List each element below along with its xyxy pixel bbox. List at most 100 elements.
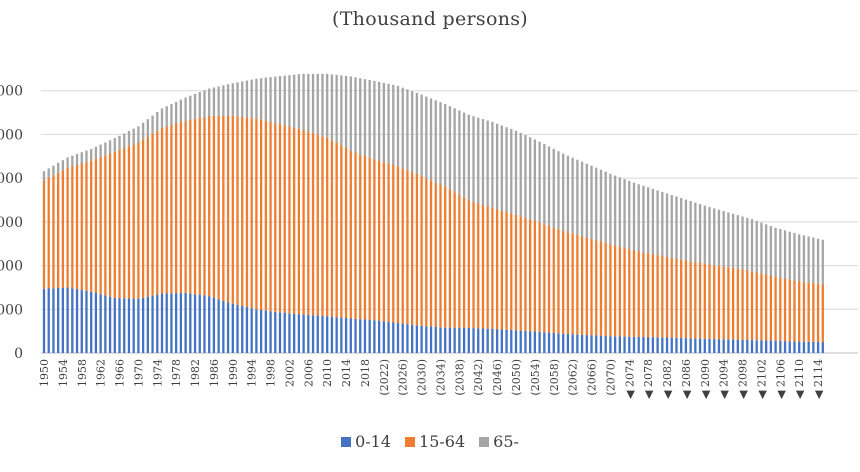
bar-segment-65--2078 (647, 187, 650, 254)
bar-segment-65--2040 (467, 114, 470, 201)
x-tick-label: (2030) (416, 359, 429, 396)
bar-segment-15-64-2087 (689, 261, 692, 339)
bar-segment-15-64-2094 (722, 266, 725, 340)
bar-segment-65--2073 (623, 179, 626, 248)
bar-segment-15-64-2009 (321, 136, 324, 316)
bar-segment-0-14-1955 (66, 287, 69, 353)
x-tick-label: ◀ 2114 (812, 359, 825, 399)
bar-segment-65--2026 (401, 87, 404, 169)
bar-segment-0-14-2053 (529, 331, 532, 353)
bar-segment-15-64-2082 (665, 256, 669, 338)
bar-segment-0-14-1982 (193, 294, 197, 353)
x-tick-label: 1978 (170, 359, 183, 387)
legend-label-65-plus: 65- (493, 432, 519, 451)
bar-segment-0-14-2023 (387, 321, 390, 353)
bar-segment-65--2055 (538, 141, 541, 223)
bar-segment-15-64-2013 (340, 145, 343, 318)
bar-segment-0-14-1995 (255, 309, 258, 353)
bar-segment-0-14-2072 (618, 336, 621, 353)
bar-segment-65--2098 (741, 216, 744, 270)
bar-segment-0-14-1962 (99, 294, 102, 353)
bar-segment-0-14-1950 (42, 288, 46, 353)
bar-segment-65--2038 (458, 110, 461, 195)
bar-segment-15-64-1996 (259, 119, 263, 310)
bar-segment-15-64-2021 (377, 160, 381, 321)
bar-segment-65--2018 (363, 79, 367, 156)
bar-segment-15-64-2079 (651, 254, 655, 338)
bar-segment-65--2095 (727, 212, 730, 268)
bar-segment-65--2041 (472, 116, 475, 202)
bar-segment-15-64-1975 (160, 127, 164, 294)
y-tick-label: 000 (0, 127, 23, 143)
x-tick-label: ◀ 2110 (793, 359, 806, 399)
bar-segment-65--2087 (689, 201, 692, 262)
bar-segment-0-14-1975 (160, 293, 164, 353)
bar-segment-15-64-2018 (363, 155, 367, 320)
bar-segment-15-64-1954 (61, 170, 65, 288)
x-tick-label: (2034) (434, 359, 447, 396)
y-tick-label: 000 (0, 302, 23, 318)
bar-segment-15-64-1957 (75, 164, 79, 290)
bar-segment-65--1989 (226, 84, 230, 116)
bar-segment-65--2005 (302, 73, 305, 131)
bar-segment-65--1979 (179, 99, 183, 123)
bar-segment-65--2001 (283, 75, 286, 126)
bar-segment-15-64-2014 (344, 148, 348, 319)
bar-segment-65--1994 (250, 79, 253, 119)
bar-segment-0-14-1991 (236, 304, 239, 353)
bar-segment-0-14-2065 (585, 335, 588, 353)
bar-segment-15-64-2080 (656, 255, 659, 338)
bar-segment-15-64-1991 (236, 116, 239, 305)
x-tick-label: (2026) (397, 359, 410, 396)
bar-segment-65--2053 (529, 137, 532, 220)
bar-segment-65--1951 (47, 168, 50, 178)
bar-segment-0-14-2020 (373, 320, 376, 353)
bar-segment-65--1985 (208, 88, 211, 116)
bar-segment-15-64-2000 (278, 124, 282, 313)
bar-segment-65--2063 (576, 159, 579, 235)
bar-segment-15-64-2044 (486, 206, 489, 329)
bar-segment-65--2109 (793, 233, 796, 281)
bar-segment-15-64-2089 (698, 262, 702, 339)
bar-segment-65--2066 (590, 165, 593, 239)
bar-segment-65--2102 (760, 222, 763, 274)
bar-segment-0-14-2094 (722, 339, 725, 353)
x-tick-label: (2046) (491, 359, 504, 396)
bar-segment-0-14-2088 (694, 338, 697, 353)
bar-segment-0-14-2014 (344, 318, 348, 353)
bar-segment-65--2019 (368, 80, 371, 158)
bar-segment-15-64-2034 (439, 184, 442, 328)
bar-segment-0-14-2109 (793, 341, 796, 353)
bar-segment-0-14-2068 (599, 335, 603, 353)
x-tick-label: (2066) (586, 359, 599, 396)
bar-segment-15-64-1979 (179, 122, 183, 294)
bar-segment-65--2052 (524, 135, 527, 218)
bar-segment-65--2111 (802, 235, 806, 283)
bar-segment-0-14-2058 (552, 332, 555, 353)
bar-segment-65--1997 (264, 77, 267, 121)
bar-segment-0-14-1977 (170, 293, 173, 353)
bar-segment-15-64-1993 (245, 117, 249, 308)
bar-segment-0-14-2099 (746, 339, 749, 353)
bar-segment-0-14-2041 (472, 328, 475, 353)
bar-segment-15-64-1961 (94, 158, 98, 294)
bar-segment-15-64-2066 (590, 238, 593, 336)
bar-segment-0-14-2030 (420, 325, 423, 353)
bar-segment-15-64-2019 (368, 157, 371, 320)
chart-subtitle: (Thousand persons) (332, 8, 528, 30)
bar-segment-0-14-2082 (665, 337, 669, 353)
bar-segment-0-14-1992 (241, 306, 244, 353)
bar-segment-15-64-2106 (779, 277, 782, 341)
bar-segment-65--2092 (713, 208, 716, 266)
bar-segment-65--2069 (604, 171, 607, 243)
bar-segment-65--2064 (580, 161, 584, 237)
bar-segment-65--2054 (533, 139, 537, 221)
bar-segment-0-14-2040 (467, 327, 470, 353)
bar-segment-15-64-2040 (467, 200, 470, 328)
bar-segment-15-64-2031 (425, 178, 428, 327)
bar-segment-65--1966 (118, 135, 121, 150)
bar-segment-65--2015 (349, 76, 352, 151)
bar-segment-0-14-1960 (90, 291, 93, 353)
bar-segment-0-14-2009 (321, 315, 324, 353)
bar-segment-65--2079 (651, 188, 655, 255)
